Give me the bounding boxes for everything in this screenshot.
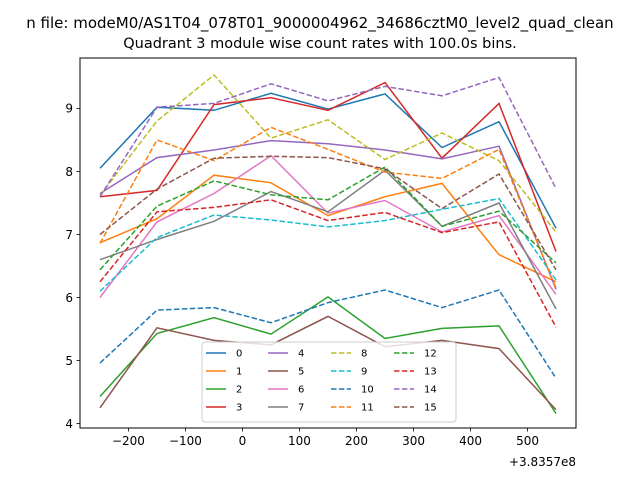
legend-label-0: 0: [236, 349, 242, 360]
legend-label-6: 6: [298, 385, 304, 396]
y-tick-label: 5: [65, 354, 73, 368]
series-line-15: [99, 155, 557, 271]
legend-label-2: 2: [236, 385, 242, 396]
x-tick-label: −100: [169, 434, 202, 448]
legend-label-3: 3: [236, 403, 242, 414]
series-lines: [99, 73, 557, 414]
y-tick-label: 7: [65, 228, 73, 242]
x-axis-offset-label: +3.8357e8: [509, 455, 576, 469]
y-tick-label: 6: [65, 291, 73, 305]
legend-label-11: 11: [361, 403, 374, 414]
series-line-4: [99, 139, 557, 290]
series-line-11: [99, 126, 557, 289]
legend-label-5: 5: [298, 367, 304, 378]
chart-title: Quadrant 3 module wise count rates with …: [123, 36, 517, 52]
series-line-2: [99, 295, 557, 414]
x-tick-label: 100: [288, 434, 311, 448]
series-line-5: [99, 315, 557, 411]
legend-label-14: 14: [424, 385, 437, 396]
legend-label-9: 9: [361, 367, 367, 378]
series-line-0: [99, 92, 557, 229]
legend-label-10: 10: [361, 385, 374, 396]
legend-label-4: 4: [298, 349, 304, 360]
series-line-10: [99, 289, 557, 379]
series-line-1: [99, 174, 557, 283]
series-line-9: [99, 197, 557, 292]
legend-label-7: 7: [298, 403, 304, 414]
x-tick-label: −200: [112, 434, 145, 448]
legend-box: [201, 341, 457, 423]
y-tick-label: 8: [65, 165, 73, 179]
legend-label-13: 13: [424, 367, 437, 378]
legend-label-15: 15: [424, 403, 437, 414]
series-line-3: [99, 81, 557, 252]
legend-label-1: 1: [236, 367, 242, 378]
series-line-14: [99, 76, 557, 198]
figure-suptitle-text: n file: modeM0/AS1T04_078T01_9000004962_…: [26, 14, 614, 32]
y-tick-label: 9: [65, 102, 73, 116]
legend-label-8: 8: [361, 349, 367, 360]
x-tick-label: 300: [402, 434, 425, 448]
y-tick-label: 4: [65, 417, 73, 431]
series-line-8: [99, 73, 557, 233]
plot-area-frame: [79, 57, 577, 429]
series-line-12: [99, 166, 557, 271]
figure-suptitle: n file: modeM0/AS1T04_078T01_9000004962_…: [0, 14, 640, 34]
x-tick-label: 400: [459, 434, 482, 448]
x-tick-label: 200: [345, 434, 368, 448]
legend-label-12: 12: [424, 349, 437, 360]
x-tick-label: 500: [516, 434, 539, 448]
x-tick-label: 0: [239, 434, 247, 448]
series-line-6: [99, 154, 557, 298]
series-line-7: [99, 169, 557, 310]
series-line-13: [99, 199, 557, 328]
